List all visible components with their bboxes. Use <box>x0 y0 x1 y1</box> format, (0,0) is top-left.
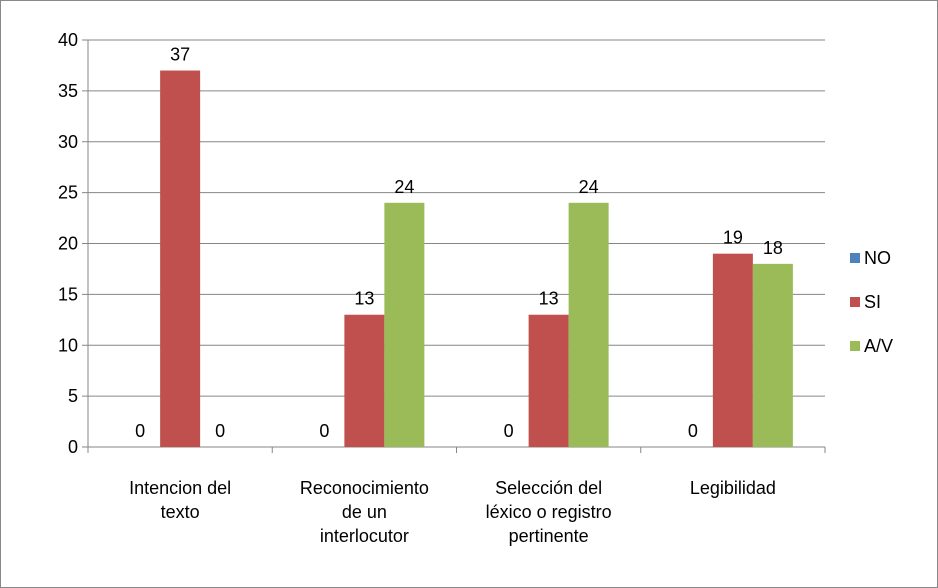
y-tick-label: 40 <box>58 30 78 50</box>
value-label: 0 <box>688 421 698 441</box>
value-label: 13 <box>539 289 559 309</box>
y-tick-label: 0 <box>68 437 78 457</box>
value-label: 0 <box>135 421 145 441</box>
value-label: 0 <box>319 421 329 441</box>
bar <box>712 253 753 447</box>
legend-swatch <box>850 297 860 307</box>
x-tick-label: Intencion del texto <box>129 478 231 522</box>
bar <box>528 314 569 447</box>
bar <box>160 70 201 448</box>
value-label: 37 <box>170 45 190 65</box>
y-tick-label: 15 <box>58 284 78 304</box>
legend-label: NO <box>864 248 891 268</box>
y-tick-label: 5 <box>68 386 78 406</box>
value-label: 24 <box>579 177 599 197</box>
value-label: 18 <box>763 238 783 258</box>
value-label: 19 <box>723 228 743 248</box>
bar <box>752 263 793 447</box>
bar <box>568 202 609 447</box>
bar <box>344 314 385 447</box>
x-tick-label: Legibilidad <box>690 478 776 498</box>
y-tick-label: 20 <box>58 234 78 254</box>
legend-label: A/V <box>864 336 893 356</box>
y-tick-label: 30 <box>58 132 78 152</box>
value-label: 24 <box>394 177 414 197</box>
y-tick-label: 10 <box>58 335 78 355</box>
value-label: 0 <box>215 421 225 441</box>
legend-swatch <box>850 253 860 263</box>
legend-swatch <box>850 341 860 351</box>
y-tick-label: 25 <box>58 183 78 203</box>
value-label: 0 <box>504 421 514 441</box>
x-tick-label: Reconocimiento de un interlocutor <box>300 478 429 546</box>
legend-label: SI <box>864 292 881 312</box>
y-tick-label: 35 <box>58 81 78 101</box>
x-tick-label: Selección del léxico o registro pertinente <box>486 478 612 546</box>
value-label: 13 <box>354 289 374 309</box>
bar <box>384 202 425 447</box>
